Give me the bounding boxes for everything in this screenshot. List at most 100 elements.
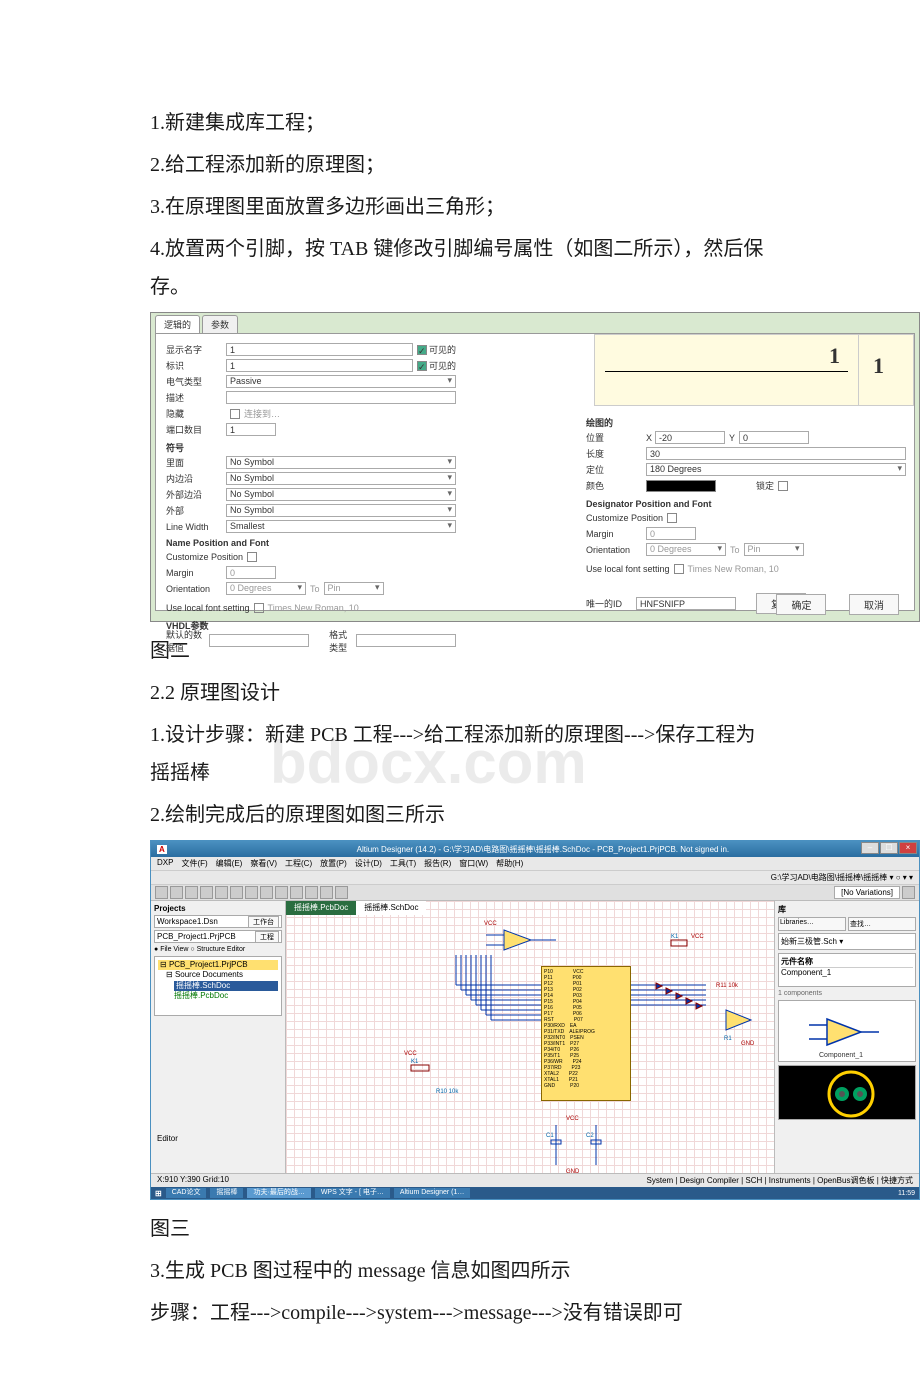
taskbar-item[interactable]: 功夫·最后的战… bbox=[247, 1188, 310, 1198]
svg-text:Component_1: Component_1 bbox=[819, 1052, 863, 1059]
taskbar-item[interactable]: 摇摇棒 bbox=[210, 1188, 243, 1198]
menu-project[interactable]: 工程(C) bbox=[285, 858, 312, 869]
chk-local-font[interactable] bbox=[254, 603, 264, 613]
toolbar-icon[interactable] bbox=[260, 886, 273, 899]
tree-schdoc[interactable]: 摇摇棒.SchDoc bbox=[174, 981, 278, 991]
input-x[interactable]: -20 bbox=[655, 431, 725, 444]
input-designator[interactable]: 1 bbox=[226, 359, 413, 372]
select-inside-edge[interactable]: No Symbol bbox=[226, 472, 456, 485]
body-line: 1.设计步骤：新建 PCB 工程--->给工程添加新的原理图--->保存工程为摇… bbox=[150, 716, 770, 792]
libraries-button[interactable]: Libraries… bbox=[778, 917, 846, 931]
project-button[interactable]: 工程 bbox=[255, 931, 279, 943]
toolbar-icon[interactable] bbox=[230, 886, 243, 899]
font-example-2: Times New Roman, 10 bbox=[688, 564, 779, 574]
chk-hide[interactable] bbox=[230, 409, 240, 419]
select-line-width[interactable]: Smallest bbox=[226, 520, 456, 533]
chk-desig-visible[interactable]: ✓ bbox=[417, 361, 427, 371]
input-description[interactable] bbox=[226, 391, 456, 404]
variation-select[interactable]: [No Variations] bbox=[834, 886, 900, 899]
select-outside-edge[interactable]: No Symbol bbox=[226, 488, 456, 501]
menu-reports[interactable]: 报告(R) bbox=[424, 858, 451, 869]
label-customize-desig: Customize Position bbox=[586, 513, 663, 523]
doc-tab-sch[interactable]: 摇摇棒.SchDoc bbox=[356, 901, 426, 915]
menu-dxp[interactable]: DXP bbox=[157, 858, 173, 869]
label-margin-2: Margin bbox=[586, 529, 646, 539]
schematic-canvas[interactable]: 摇摇棒.PcbDoc 摇摇棒.SchDoc VCC bbox=[286, 901, 774, 1173]
select-orientation-2: 0 Degrees bbox=[646, 543, 726, 556]
taskbar-item[interactable]: Altium Designer (1… bbox=[394, 1188, 471, 1198]
lib-select[interactable]: 始新三极管.Sch ▾ bbox=[778, 933, 916, 950]
svg-text:GND: GND bbox=[741, 1041, 755, 1047]
cancel-button[interactable]: 取消 bbox=[849, 594, 899, 615]
select-elec-type[interactable]: Passive bbox=[226, 375, 456, 388]
input-length[interactable]: 30 bbox=[646, 447, 906, 460]
toolbar-icon[interactable] bbox=[200, 886, 213, 899]
altium-screenshot: A Altium Designer (14.2) - G:\学习AD\电路图\摇… bbox=[150, 840, 920, 1200]
tab-parameters[interactable]: 参数 bbox=[202, 315, 238, 333]
menu-window[interactable]: 窗口(W) bbox=[459, 858, 488, 869]
label-position: 位置 bbox=[586, 431, 646, 444]
label-display-name: 显示名字 bbox=[166, 343, 226, 356]
menu-place[interactable]: 放置(P) bbox=[320, 858, 347, 869]
label-use-local-font-2: Use local font setting bbox=[586, 564, 670, 574]
toolbar-icon[interactable] bbox=[305, 886, 318, 899]
chk-name-visible[interactable]: ✓ bbox=[417, 345, 427, 355]
chk-customize-desig[interactable] bbox=[667, 513, 677, 523]
taskbar-item[interactable]: WPS 文字 - [ 电子… bbox=[315, 1188, 390, 1198]
view-options[interactable]: ● File View ○ Structure Editor bbox=[154, 946, 282, 953]
input-unique-id[interactable]: HNFSNIFP bbox=[636, 597, 736, 610]
menu-file[interactable]: 文件(F) bbox=[181, 858, 207, 869]
input-port-count[interactable]: 1 bbox=[226, 423, 276, 436]
menu-help[interactable]: 帮助(H) bbox=[496, 858, 523, 869]
select-rotation[interactable]: 180 Degrees bbox=[646, 463, 906, 476]
chk-customize-name[interactable] bbox=[247, 552, 257, 562]
status-tabs[interactable]: System | Design Compiler | SCH | Instrum… bbox=[647, 1175, 913, 1186]
chk-local-font-2[interactable] bbox=[674, 564, 684, 574]
toolbar-icon[interactable] bbox=[335, 886, 348, 899]
input-default-val[interactable] bbox=[209, 634, 309, 647]
workspace-button[interactable]: 工作台 bbox=[248, 916, 279, 928]
body-line: 2.绘制完成后的原理图如图三所示 bbox=[150, 796, 770, 834]
menu-view[interactable]: 察看(V) bbox=[250, 858, 277, 869]
select-outside[interactable]: No Symbol bbox=[226, 504, 456, 517]
tab-logical[interactable]: 逻辑的 bbox=[155, 315, 200, 333]
start-button[interactable]: ⊞ bbox=[155, 1189, 162, 1198]
workspace-field[interactable]: Workspace1.Dsn bbox=[157, 917, 218, 926]
menu-tools[interactable]: 工具(T) bbox=[390, 858, 416, 869]
ok-button[interactable]: 确定 bbox=[776, 594, 826, 615]
tree-pcbdoc[interactable]: 摇摇棒.PcbDoc bbox=[174, 991, 278, 1001]
search-button[interactable]: 查找… bbox=[848, 917, 916, 931]
toolbar-icon[interactable] bbox=[170, 886, 183, 899]
chk-locked[interactable] bbox=[778, 481, 788, 491]
doc-tab-pcb[interactable]: 摇摇棒.PcbDoc bbox=[286, 901, 356, 915]
input-format[interactable] bbox=[356, 634, 456, 647]
component-item[interactable]: Component_1 bbox=[781, 968, 913, 977]
input-margin: 0 bbox=[226, 566, 276, 579]
menu-edit[interactable]: 编辑(E) bbox=[216, 858, 243, 869]
toolbar-icon[interactable] bbox=[155, 886, 168, 899]
project-field[interactable]: PCB_Project1.PrjPCB bbox=[157, 932, 236, 941]
tree-root[interactable]: ⊟ PCB_Project1.PrjPCB bbox=[158, 960, 278, 970]
label-elec-type: 电气类型 bbox=[166, 375, 226, 388]
maximize-button[interactable]: ☐ bbox=[880, 842, 898, 854]
toolbar-icon[interactable] bbox=[185, 886, 198, 899]
section-symbols: 符号 bbox=[166, 441, 456, 454]
menu-design[interactable]: 设计(D) bbox=[355, 858, 382, 869]
select-inside[interactable]: No Symbol bbox=[226, 456, 456, 469]
project-tree[interactable]: ⊟ PCB_Project1.PrjPCB ⊟ Source Documents… bbox=[154, 956, 282, 1016]
taskbar-item[interactable]: CAD论文 bbox=[166, 1188, 207, 1198]
input-y[interactable]: 0 bbox=[739, 431, 809, 444]
input-display-name[interactable]: 1 bbox=[226, 343, 413, 356]
minimize-button[interactable]: – bbox=[861, 842, 879, 854]
toolbar-icon[interactable] bbox=[320, 886, 333, 899]
toolbar-icon[interactable] bbox=[275, 886, 288, 899]
toolbar-icon[interactable] bbox=[215, 886, 228, 899]
close-button[interactable]: × bbox=[899, 842, 917, 854]
toolbar-icon[interactable] bbox=[290, 886, 303, 899]
color-swatch[interactable] bbox=[646, 480, 716, 492]
tree-source-docs[interactable]: ⊟ Source Documents bbox=[166, 970, 278, 980]
toolbar-icon[interactable] bbox=[902, 886, 915, 899]
projects-title: Projects bbox=[154, 904, 282, 913]
svg-text:VCC: VCC bbox=[566, 1116, 579, 1122]
toolbar-icon[interactable] bbox=[245, 886, 258, 899]
